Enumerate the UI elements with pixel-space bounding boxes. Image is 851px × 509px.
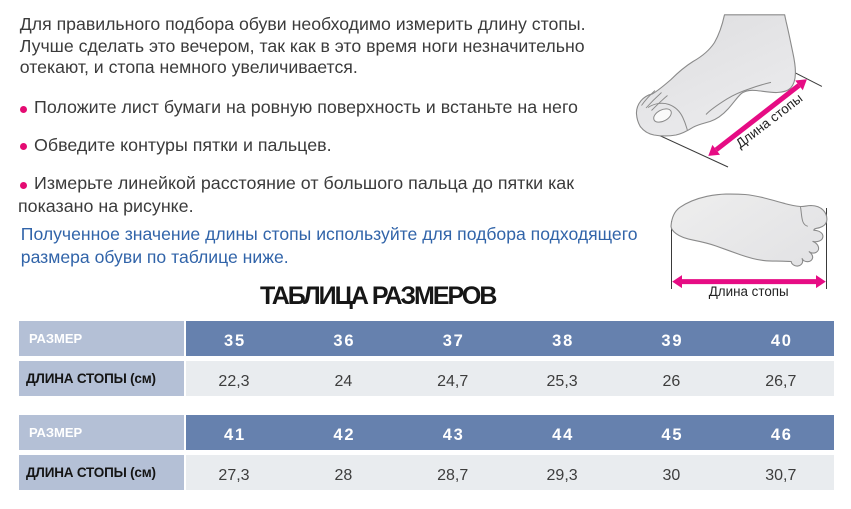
svg-text:Длина стопы: Длина стопы bbox=[709, 284, 789, 299]
svg-text:Длина стопы: Длина стопы bbox=[733, 91, 806, 152]
